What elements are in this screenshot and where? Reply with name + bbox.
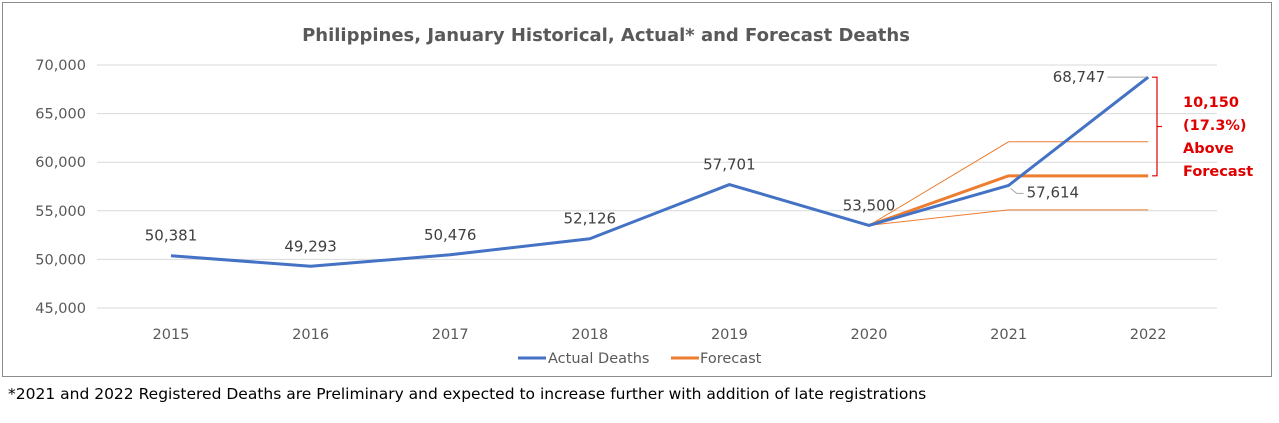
x-tick-label: 2021	[990, 327, 1027, 343]
data-label: 57,614	[1027, 183, 1080, 201]
actual-deaths-line	[170, 75, 1150, 268]
data-label: 50,476	[424, 226, 477, 244]
annotation-text: (17.3%)	[1183, 118, 1247, 134]
y-tick-label: 60,000	[35, 155, 86, 171]
footnote: *2021 and 2022 Registered Deaths are Pre…	[8, 385, 927, 403]
legend-label-actual: Actual Deaths	[548, 351, 649, 367]
x-tick-label: 2018	[571, 327, 608, 343]
x-tick-label: 2019	[711, 327, 748, 343]
data-label: 53,500	[843, 196, 896, 214]
x-tick-label: 2020	[851, 327, 888, 343]
data-label: 50,381	[145, 227, 198, 245]
x-tick-label: 2015	[153, 327, 190, 343]
forecast-lower-bound	[868, 209, 1149, 226]
annotation-text: Forecast	[1183, 164, 1253, 180]
y-tick-label: 55,000	[35, 204, 86, 220]
data-label: 57,701	[703, 156, 756, 174]
forecast-line	[868, 174, 1149, 227]
y-tick-label: 70,000	[35, 58, 86, 74]
data-label: 49,293	[284, 237, 337, 255]
y-tick-label: 50,000	[35, 252, 86, 268]
data-label: 52,126	[564, 210, 617, 228]
x-tick-label: 2016	[292, 327, 329, 343]
forecast-upper-bound	[868, 141, 1149, 226]
y-tick-label: 65,000	[35, 107, 86, 123]
leader-line	[1010, 188, 1024, 194]
annotation-text: 10,150	[1183, 95, 1239, 111]
x-tick-label: 2017	[432, 327, 469, 343]
y-tick-label: 45,000	[35, 301, 86, 317]
annotation-bracket	[1152, 76, 1158, 177]
annotation-text: Above	[1183, 141, 1234, 157]
data-label: 68,747	[1053, 68, 1106, 86]
chart-title: Philippines, January Historical, Actual*…	[302, 25, 910, 46]
legend-label-forecast: Forecast	[700, 351, 762, 367]
x-tick-label: 2022	[1130, 327, 1167, 343]
